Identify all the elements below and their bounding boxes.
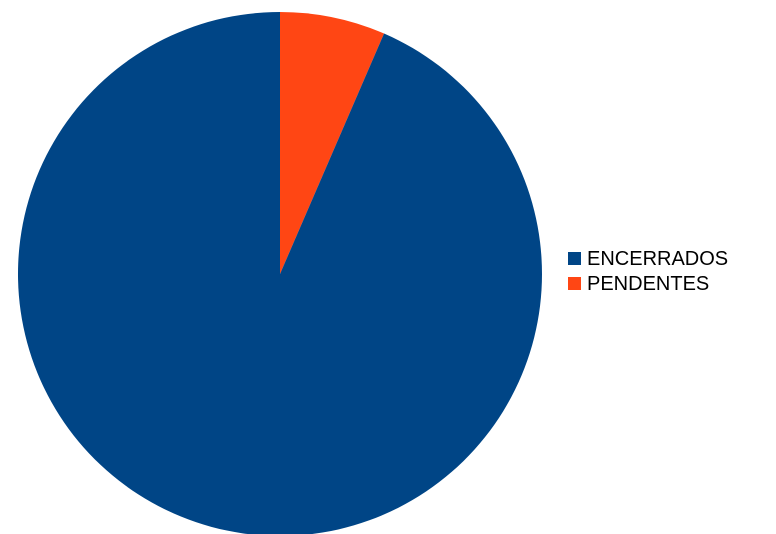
chart-legend: ENCERRADOS PENDENTES (568, 246, 728, 296)
legend-label-pendentes: PENDENTES (587, 272, 710, 295)
legend-item-pendentes: PENDENTES (568, 271, 728, 296)
pie-slices (18, 12, 542, 534)
pie-slice-encerrados (18, 12, 542, 534)
legend-label-encerrados: ENCERRADOS (587, 247, 729, 270)
pie-plot-area (18, 12, 542, 534)
legend-swatch-encerrados (568, 252, 581, 265)
legend-swatch-pendentes (568, 277, 581, 290)
pie-slice-pendentes (280, 12, 385, 274)
legend-item-encerrados: ENCERRADOS (568, 246, 728, 271)
